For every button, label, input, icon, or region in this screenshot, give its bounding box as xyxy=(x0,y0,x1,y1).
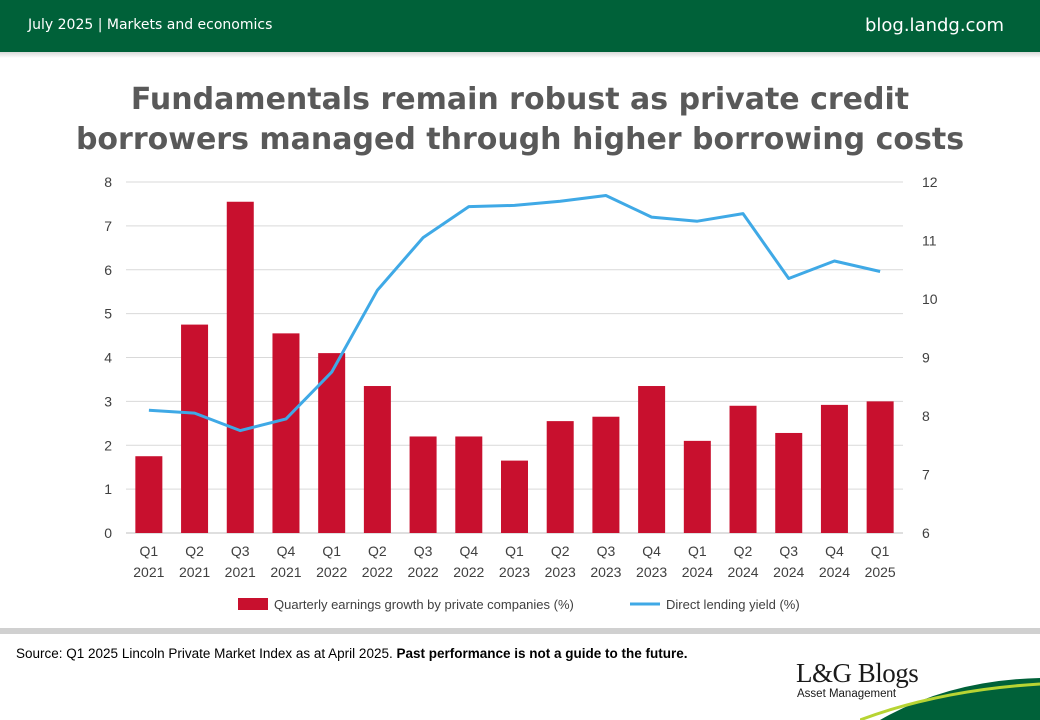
y-left-tick-label: 0 xyxy=(104,525,112,541)
x-tick-label-year: 2025 xyxy=(865,564,896,580)
y-left-tick-label: 1 xyxy=(104,481,112,497)
x-tick-label-quarter: Q4 xyxy=(277,543,296,559)
x-tick-label-quarter: Q2 xyxy=(551,543,570,559)
y-left-tick-label: 5 xyxy=(104,306,112,322)
chart: 0123456786789101112Q12021Q22021Q32021Q42… xyxy=(104,174,938,612)
bar xyxy=(683,440,711,533)
y-left-tick-label: 3 xyxy=(104,393,112,409)
y-right-tick-label: 7 xyxy=(922,467,930,483)
x-tick-label-year: 2024 xyxy=(727,564,758,580)
x-tick-label-quarter: Q2 xyxy=(734,543,753,559)
bar xyxy=(546,421,574,533)
bar xyxy=(363,386,391,533)
x-tick-label-year: 2022 xyxy=(408,564,439,580)
logo-subtitle: Asset Management xyxy=(797,688,897,700)
legend-label-bar: Quarterly earnings growth by private com… xyxy=(274,597,574,612)
logo-wordmark: L&G Blogs xyxy=(796,658,919,688)
logo-swoosh xyxy=(860,678,1040,720)
footer-divider xyxy=(0,628,1040,634)
source-note: Source: Q1 2025 Lincoln Private Market I… xyxy=(16,646,688,661)
x-tick-label-quarter: Q3 xyxy=(231,543,250,559)
x-tick-label-quarter: Q3 xyxy=(414,543,433,559)
bar xyxy=(226,201,254,533)
y-right-tick-label: 12 xyxy=(922,174,938,190)
bar xyxy=(135,456,163,533)
y-left-tick-label: 2 xyxy=(104,437,112,453)
bar xyxy=(272,333,300,533)
x-tick-label-quarter: Q1 xyxy=(871,543,890,559)
x-tick-label-quarter: Q4 xyxy=(642,543,661,559)
x-tick-label-quarter: Q2 xyxy=(368,543,387,559)
x-tick-label-quarter: Q1 xyxy=(688,543,707,559)
bar xyxy=(501,460,528,533)
x-tick-label-year: 2021 xyxy=(133,564,164,580)
x-tick-label-year: 2021 xyxy=(179,564,210,580)
x-tick-label-quarter: Q3 xyxy=(597,543,616,559)
x-tick-label-year: 2023 xyxy=(545,564,576,580)
x-tick-label-quarter: Q4 xyxy=(459,543,478,559)
x-tick-label-quarter: Q4 xyxy=(825,543,844,559)
bar xyxy=(775,432,803,533)
x-tick-label-year: 2024 xyxy=(773,564,804,580)
x-tick-label-year: 2022 xyxy=(362,564,393,580)
x-tick-label-year: 2022 xyxy=(316,564,347,580)
y-left-tick-label: 4 xyxy=(104,350,112,366)
header-shadow xyxy=(0,52,1040,58)
x-tick-label-year: 2024 xyxy=(682,564,713,580)
bar xyxy=(592,416,620,533)
x-tick-label-year: 2023 xyxy=(499,564,530,580)
header-site-link[interactable]: blog.landg.com xyxy=(864,15,1004,36)
disclaimer-text: Past performance is not a guide to the f… xyxy=(396,646,688,661)
bar xyxy=(455,436,483,533)
chart-title: Fundamentals remain robust as private cr… xyxy=(75,82,965,157)
x-tick-label-quarter: Q3 xyxy=(779,543,798,559)
bar xyxy=(181,324,209,533)
y-right-tick-label: 9 xyxy=(922,350,930,366)
x-tick-label-year: 2024 xyxy=(819,564,850,580)
header-category: July 2025 | Markets and economics xyxy=(28,17,273,33)
footer-area xyxy=(0,628,1040,720)
y-right-tick-label: 6 xyxy=(922,525,930,541)
y-right-tick-label: 10 xyxy=(922,291,938,307)
x-tick-label-year: 2023 xyxy=(590,564,621,580)
x-tick-label-quarter: Q2 xyxy=(185,543,204,559)
legend-label-line: Direct lending yield (%) xyxy=(666,597,800,612)
x-tick-label-year: 2023 xyxy=(636,564,667,580)
bar xyxy=(820,404,848,533)
bar xyxy=(866,401,894,533)
x-tick-label-year: 2021 xyxy=(270,564,301,580)
y-right-tick-label: 11 xyxy=(922,233,937,249)
bar xyxy=(638,386,666,533)
source-text: Source: Q1 2025 Lincoln Private Market I… xyxy=(16,646,397,661)
x-tick-label-year: 2022 xyxy=(453,564,484,580)
y-left-tick-label: 7 xyxy=(104,218,112,234)
x-tick-label-year: 2021 xyxy=(225,564,256,580)
y-left-tick-label: 8 xyxy=(104,174,112,190)
x-tick-label-quarter: Q1 xyxy=(322,543,341,559)
x-tick-label-quarter: Q1 xyxy=(140,543,159,559)
legend-swatch-bar xyxy=(238,598,268,610)
y-right-tick-label: 8 xyxy=(922,408,930,424)
y-left-tick-label: 6 xyxy=(104,262,112,278)
line-series-direct-lending-yield xyxy=(148,194,881,433)
bar xyxy=(729,405,757,533)
bar xyxy=(409,436,437,533)
x-tick-label-quarter: Q1 xyxy=(505,543,524,559)
header-bar: July 2025 | Markets and economics blog.l… xyxy=(0,0,1040,52)
